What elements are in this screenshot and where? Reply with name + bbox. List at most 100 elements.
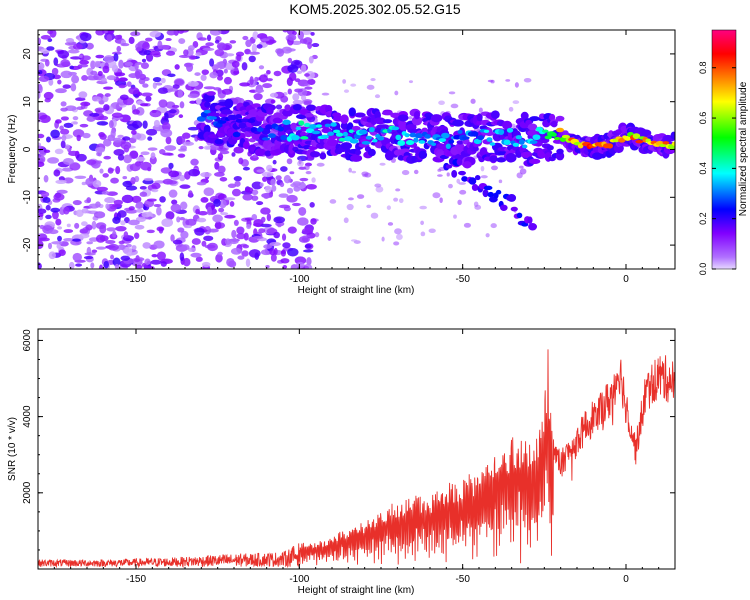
ridge-core <box>247 118 256 124</box>
noise-blob <box>287 88 293 95</box>
noise-blob <box>144 258 151 266</box>
noise-blob <box>252 235 264 240</box>
noise-blob <box>311 177 316 183</box>
noise-blob <box>150 152 156 160</box>
noise-blob <box>161 122 171 131</box>
noise-blob <box>343 217 349 224</box>
noise-blob <box>60 116 69 121</box>
ridge-core <box>506 127 514 133</box>
noise-blob <box>183 49 189 56</box>
noise-blob <box>75 209 84 217</box>
noise-blob <box>48 78 54 86</box>
ridge-halo <box>326 139 339 147</box>
noise-blob <box>69 162 81 171</box>
noise-blob <box>128 87 140 95</box>
noise-blob <box>189 100 197 104</box>
ridge-core <box>542 129 549 133</box>
noise-blob <box>128 206 135 211</box>
noise-blob <box>38 70 43 75</box>
noise-blob <box>45 214 52 220</box>
noise-blob <box>269 248 276 256</box>
noise-blob <box>63 229 74 234</box>
noise-blob <box>298 158 302 165</box>
noise-blob <box>329 199 337 204</box>
noise-blob <box>43 91 54 100</box>
noise-blob <box>375 186 384 193</box>
noise-blob <box>304 164 310 171</box>
noise-blob <box>80 124 87 128</box>
noise-blob <box>505 79 511 82</box>
noise-blob <box>232 237 238 243</box>
noise-blob <box>81 207 89 214</box>
colorbar-label: Normalized spectral amplitude <box>738 81 749 216</box>
noise-blob <box>86 241 94 245</box>
noise-blob <box>370 212 379 219</box>
colorbar-tick-label: 0.8 <box>698 61 708 74</box>
noise-blob <box>48 251 56 260</box>
noise-blob <box>93 60 102 68</box>
chart-title: KOM5.2025.302.05.52.G15 <box>289 1 461 17</box>
noise-blob <box>256 169 266 173</box>
noise-blob <box>180 201 188 210</box>
noise-blob <box>60 59 70 67</box>
noise-blob <box>286 187 294 194</box>
ridge-halo <box>390 112 401 119</box>
noise-blob <box>150 259 162 265</box>
noise-blob <box>124 61 133 67</box>
noise-blob <box>167 73 176 78</box>
noise-blob <box>118 77 128 82</box>
ridge-core <box>290 134 300 141</box>
noise-blob <box>103 155 111 160</box>
noise-blob <box>281 250 286 255</box>
ridge-core <box>486 137 493 142</box>
noise-blob <box>252 154 258 159</box>
noise-blob <box>188 168 201 177</box>
noise-blob <box>135 208 144 213</box>
noise-blob <box>104 197 116 204</box>
noise-blob <box>107 167 114 174</box>
noise-blob <box>231 152 236 157</box>
noise-blob <box>112 230 117 238</box>
noise-blob <box>256 201 264 206</box>
noise-blob <box>286 194 298 203</box>
noise-blob <box>221 88 233 95</box>
noise-blob <box>281 233 287 241</box>
noise-blob <box>490 223 497 229</box>
noise-blob <box>103 86 114 90</box>
noise-blob <box>72 199 82 206</box>
noise-blob <box>38 240 44 250</box>
noise-blob <box>96 186 109 192</box>
noise-blob <box>314 232 320 238</box>
ridge-core <box>330 122 337 127</box>
noise-blob <box>122 136 131 141</box>
noise-blob <box>299 177 309 182</box>
noise-blob <box>214 221 222 230</box>
ridge-core <box>518 138 525 145</box>
noise-blob <box>283 175 292 184</box>
noise-blob <box>145 53 154 62</box>
noise-blob <box>217 251 223 256</box>
noise-blob <box>233 219 239 227</box>
noise-blob <box>63 206 70 215</box>
ridge-core <box>522 144 528 149</box>
noise-blob <box>291 40 302 45</box>
ridge-core <box>551 132 557 137</box>
noise-blob <box>261 171 274 178</box>
noise-blob <box>396 233 403 241</box>
noise-blob <box>260 216 266 223</box>
noise-blob <box>47 157 59 164</box>
ridge-halo <box>490 110 500 119</box>
ridge-halo <box>355 149 362 156</box>
ridge-halo <box>264 150 272 157</box>
ridge-halo <box>340 122 349 130</box>
noise-blob <box>519 168 527 175</box>
noise-blob <box>177 227 185 233</box>
noise-blob <box>197 37 207 41</box>
ridge-core <box>295 126 302 131</box>
noise-blob <box>294 256 307 265</box>
ridge-halo <box>487 191 495 198</box>
ridge-core <box>544 135 552 140</box>
noise-blob <box>86 197 92 203</box>
noise-blob <box>160 128 173 138</box>
noise-blob <box>117 210 127 218</box>
